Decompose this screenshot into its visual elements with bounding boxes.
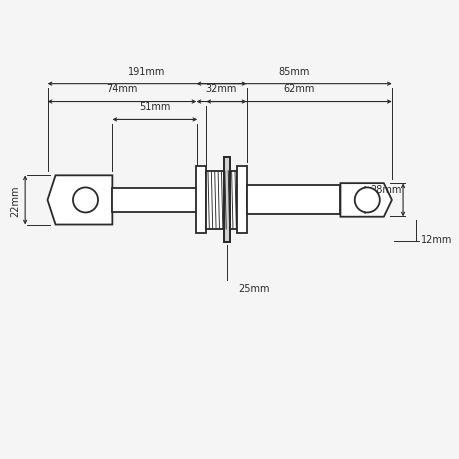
Text: 62mm: 62mm <box>283 84 314 94</box>
Polygon shape <box>340 184 391 217</box>
Text: 28mm: 28mm <box>369 185 401 194</box>
Polygon shape <box>196 167 206 234</box>
Text: 22mm: 22mm <box>11 185 21 216</box>
Text: 12mm: 12mm <box>420 235 451 245</box>
Polygon shape <box>112 188 197 213</box>
Polygon shape <box>224 158 229 243</box>
Text: 25mm: 25mm <box>237 283 269 293</box>
Polygon shape <box>363 196 370 203</box>
Polygon shape <box>206 172 236 230</box>
Text: 51mm: 51mm <box>139 102 170 112</box>
Text: 85mm: 85mm <box>278 67 309 77</box>
Text: 32mm: 32mm <box>205 84 237 94</box>
Text: 74mm: 74mm <box>106 84 137 94</box>
Circle shape <box>354 188 379 213</box>
Polygon shape <box>47 176 112 225</box>
Polygon shape <box>246 186 340 215</box>
Polygon shape <box>236 167 246 234</box>
Circle shape <box>73 188 98 213</box>
Text: 191mm: 191mm <box>128 67 165 77</box>
